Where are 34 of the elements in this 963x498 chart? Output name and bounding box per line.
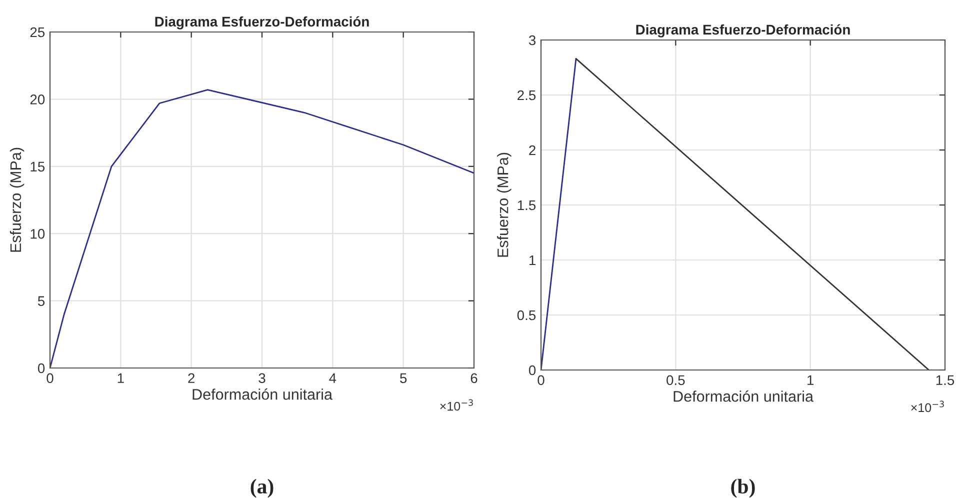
x-tick-label: 4: [329, 373, 336, 383]
y-tick-label: 1: [529, 255, 536, 266]
text: (a): [250, 478, 274, 498]
x-tick-label: 0: [538, 375, 544, 386]
y-tick-label: 5: [38, 296, 45, 306]
chart-title: Diagrama Esfuerzo-Deformación: [155, 16, 369, 30]
x-axis-title: Deformación unitaria: [674, 390, 814, 402]
x-tick-label: 0: [46, 373, 54, 384]
y-tick-label: 1.5: [518, 200, 536, 210]
x-axis-title: Deformación unitaria: [192, 388, 332, 400]
y-tick-label: 2: [529, 145, 536, 156]
y-axis-title: Esfuerzo (MPa): [497, 152, 512, 257]
y-tick-label: 20: [30, 94, 45, 104]
text: (b): [731, 478, 755, 498]
x-tick-label: 3: [258, 373, 266, 384]
y-tick-label: 3: [528, 35, 536, 46]
x-tick-label: 1: [808, 375, 814, 385]
x-tick-label: 2: [188, 373, 194, 383]
y-tick-label: 25: [30, 27, 45, 38]
text: ×10$^{−3}$: [440, 399, 473, 411]
y-axis-title: Esfuerzo (MPa): [10, 148, 24, 252]
x-tick-label: 1.5: [936, 375, 954, 386]
y-tick-label: 0: [528, 365, 536, 376]
chart-title: Diagrama Esfuerzo-Deformación: [636, 24, 850, 38]
y-tick-label: 2.5: [518, 90, 536, 100]
x-tick-label: 6: [470, 373, 478, 384]
y-tick-label: 0.5: [517, 310, 536, 320]
y-tick-label: 10: [30, 228, 45, 239]
y-tick-label: 0: [38, 363, 45, 374]
text: ×10$^{−3}$: [911, 400, 944, 412]
y-tick-label: 15: [30, 162, 45, 172]
x-tick-label: 1: [118, 373, 124, 383]
x-tick-label: 0.5: [666, 375, 685, 386]
x-tick-label: 5: [400, 373, 407, 384]
